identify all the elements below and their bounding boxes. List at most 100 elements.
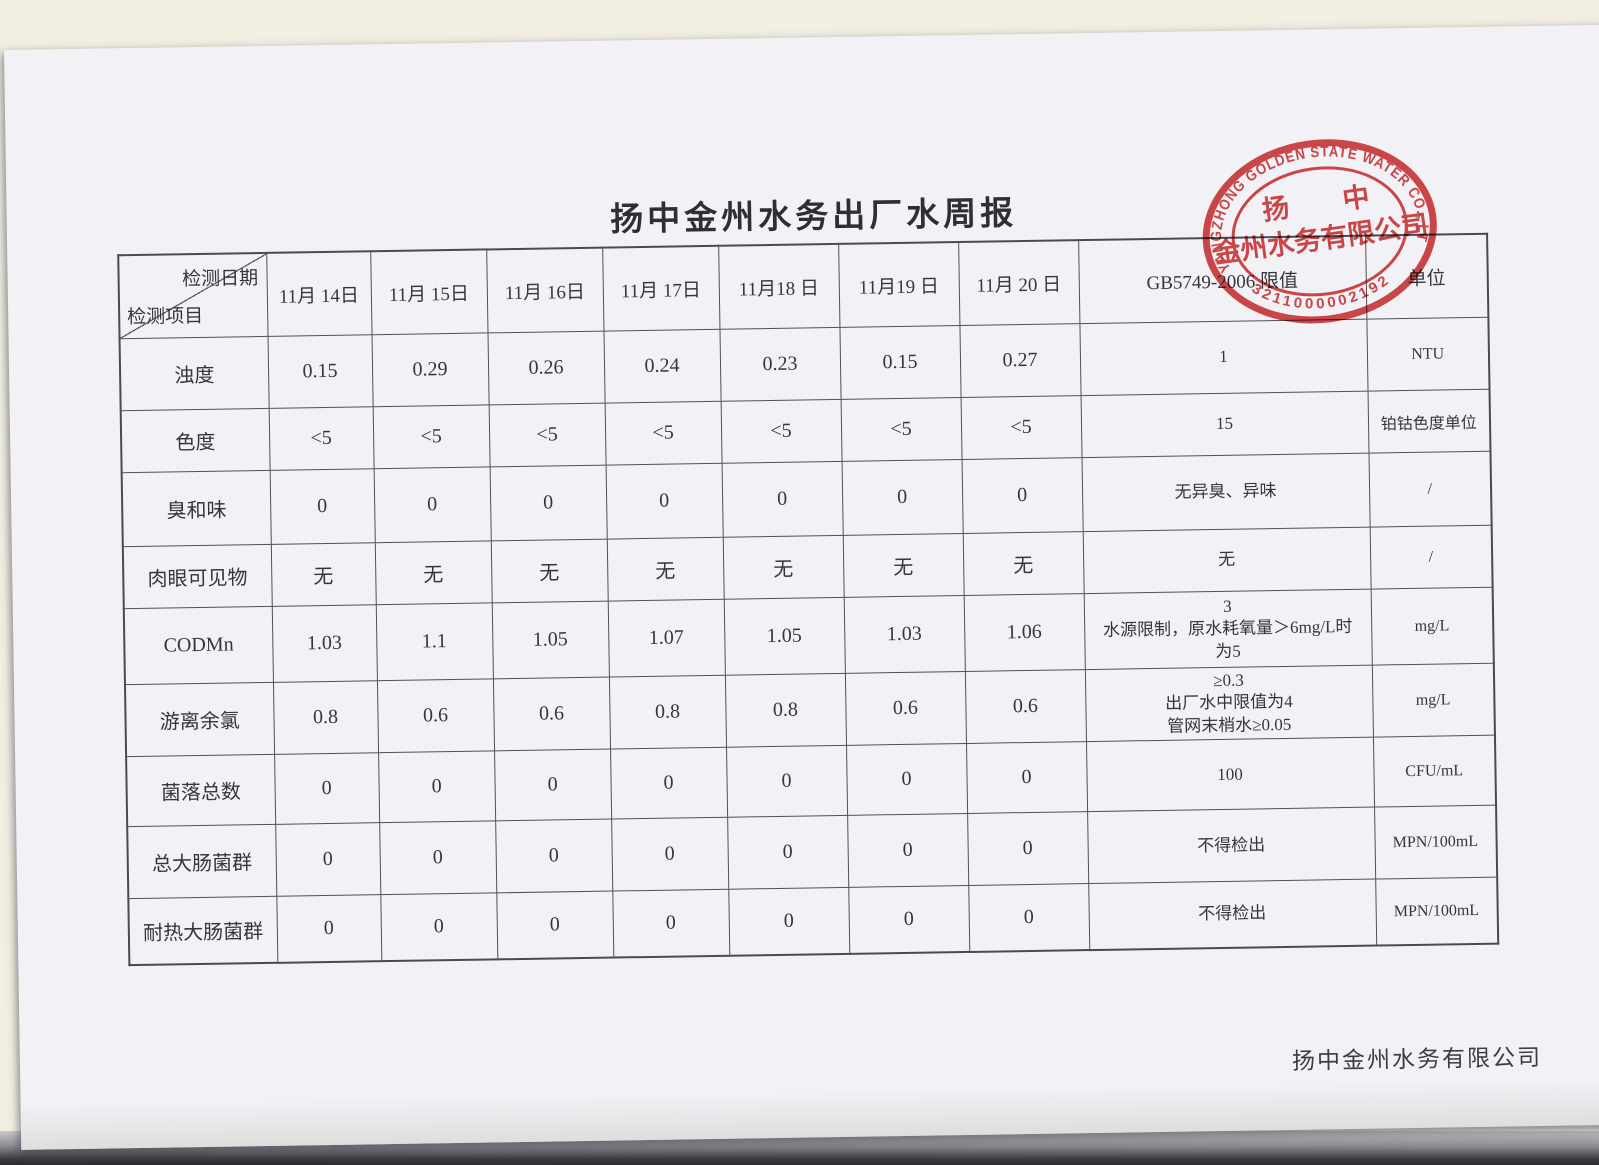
value-cell: 0.8: [272, 680, 379, 755]
row-label: CODMn: [123, 606, 273, 685]
value-cell: 0: [848, 885, 970, 954]
value-cell: 无: [606, 537, 724, 602]
limit-cell: 3 水源限制，原水耗氧量＞6mg/L时 为5: [1083, 589, 1372, 670]
value-cell: 0.6: [844, 671, 967, 746]
value-cell: 无: [722, 535, 844, 600]
value-cell: 0: [378, 751, 496, 824]
value-cell: <5: [488, 403, 606, 467]
value-cell: 0: [276, 895, 382, 963]
seal-inner-ring: [1231, 166, 1408, 297]
value-cell: 无: [490, 539, 608, 603]
date-header: 11月 17日: [602, 245, 720, 332]
value-cell: 0.6: [492, 677, 611, 752]
value-cell: 1.05: [723, 597, 845, 676]
date-header: 11月19 日: [838, 242, 960, 328]
company-seal-stamp: YANGZHONG GOLDEN STATE WATER CO., LTD. 3…: [1157, 90, 1475, 368]
row-label: 游离余氯: [124, 682, 275, 757]
value-cell: <5: [840, 397, 962, 462]
limit-cell: 不得检出: [1088, 879, 1377, 950]
value-cell: 0: [727, 815, 849, 890]
value-cell: 0: [269, 468, 375, 545]
value-cell: 0.26: [487, 331, 605, 405]
value-cell: 1.03: [843, 595, 965, 674]
scanned-paper: 扬中金州水务出厂水周报 检测日期 检测项目 11月 14日 11月 15日 11…: [4, 24, 1599, 1150]
value-cell: 0.23: [719, 327, 841, 402]
unit-cell: mg/L: [1370, 587, 1494, 666]
date-header: 11月 15日: [370, 249, 488, 335]
value-cell: 1.06: [963, 593, 1085, 672]
date-header: 11月 14日: [266, 251, 372, 337]
value-cell: 无: [270, 542, 376, 607]
value-cell: 0: [968, 883, 1090, 952]
value-cell: 0: [728, 887, 850, 956]
value-cell: 0: [494, 749, 612, 822]
row-label: 色度: [120, 408, 270, 473]
limit-cell: 100: [1086, 737, 1375, 812]
unit-cell: MPN/100mL: [1375, 877, 1499, 946]
value-cell: 0: [967, 811, 1089, 886]
value-cell: 0.6: [376, 678, 495, 754]
value-cell: 1.07: [607, 599, 725, 678]
seal-graphic: YANGZHONG GOLDEN STATE WATER CO., LTD. 3…: [1157, 90, 1437, 324]
value-cell: <5: [720, 399, 842, 464]
unit-cell: mg/L: [1371, 663, 1495, 738]
unit-cell: /: [1369, 525, 1493, 590]
value-cell: 0: [726, 745, 848, 818]
value-cell: 0.15: [839, 325, 961, 400]
unit-cell: /: [1368, 451, 1492, 528]
unit-cell: CFU/mL: [1372, 735, 1497, 808]
row-label: 臭和味: [121, 470, 271, 547]
value-cell: 0: [605, 463, 723, 540]
value-cell: 1.1: [375, 602, 493, 681]
date-header: 11月 16日: [486, 247, 604, 333]
value-cell: 1.05: [491, 601, 609, 679]
value-cell: 0.15: [267, 334, 373, 409]
value-cell: 0: [966, 741, 1088, 814]
unit-cell: MPN/100mL: [1374, 805, 1498, 880]
value-cell: 0: [847, 813, 969, 888]
limit-cell: 不得检出: [1087, 807, 1376, 884]
limit-cell: 无异臭、异味: [1081, 453, 1370, 532]
date-header: 11月 20 日: [958, 240, 1080, 326]
date-header: 11月18 日: [718, 243, 840, 330]
value-cell: 0.8: [724, 673, 847, 748]
value-cell: 1.03: [271, 604, 377, 683]
value-cell: <5: [604, 401, 722, 466]
value-cell: 0: [379, 821, 497, 896]
value-cell: 0: [373, 466, 491, 543]
value-cell: 0: [846, 743, 968, 816]
value-cell: 0: [841, 459, 963, 536]
value-cell: 0: [610, 747, 728, 820]
row-label: 总大肠菌群: [127, 824, 277, 899]
value-cell: 无: [842, 533, 964, 598]
footer-company-name: 扬中金州水务有限公司: [1291, 1044, 1543, 1074]
value-cell: 无: [374, 540, 492, 605]
row-label: 耐热大肠菌群: [128, 896, 278, 965]
value-cell: <5: [960, 395, 1082, 460]
row-label: 浊度: [119, 336, 269, 411]
corner-label-items: 检测项目: [127, 305, 204, 329]
value-cell: <5: [372, 404, 490, 469]
report-table-body: 浊度 0.15 0.29 0.26 0.24 0.23 0.15 0.27 1 NTU 色度 <5 <5…: [119, 317, 1499, 965]
corner-label-dates: 检测日期: [181, 268, 259, 291]
value-cell: 0.24: [603, 329, 721, 404]
value-cell: 0: [721, 461, 843, 538]
value-cell: 0.6: [964, 669, 1087, 744]
value-cell: 0: [961, 457, 1083, 534]
value-cell: 0: [611, 817, 729, 892]
row-label: 菌落总数: [126, 754, 276, 827]
value-cell: <5: [268, 406, 374, 471]
value-cell: 0: [495, 819, 613, 894]
limit-cell: 15: [1080, 391, 1369, 458]
value-cell: 0: [274, 753, 380, 825]
corner-header-cell: 检测日期 检测项目: [118, 252, 268, 339]
value-cell: 0: [380, 893, 498, 961]
value-cell: 无: [962, 531, 1084, 596]
value-cell: 0: [489, 465, 607, 541]
unit-cell: 铂钴色度单位: [1367, 389, 1491, 454]
limit-cell: ≥0.3 出厂水中限值为4 管网末梢水≥0.05: [1084, 665, 1373, 742]
value-cell: 0.27: [959, 323, 1081, 398]
limit-cell: 无: [1082, 527, 1371, 594]
value-cell: 0: [275, 823, 381, 897]
value-cell: 0: [496, 891, 614, 960]
